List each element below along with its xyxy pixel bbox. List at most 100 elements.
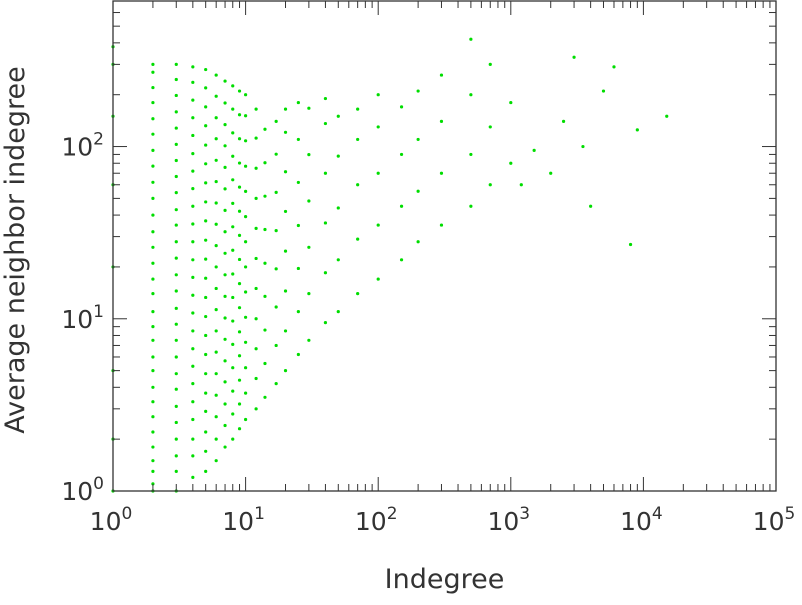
data-point [191,454,195,458]
data-point [336,154,340,158]
data-point [469,152,473,157]
data-point [416,240,420,244]
data-point [532,148,536,152]
data-point [519,183,523,187]
data-point [191,417,195,422]
data-point [151,196,155,200]
data-point [191,240,195,244]
data-point [237,209,242,213]
data-point [307,338,311,342]
data-point [589,204,593,208]
data-point [237,402,242,406]
data-point [399,105,404,109]
data-point [254,347,258,351]
data-point [323,171,328,175]
data-point [237,185,242,189]
data-point [231,342,235,346]
data-point [191,80,195,84]
data-point [231,154,235,158]
plot-frame [112,0,777,492]
data-point [307,292,311,296]
data-point [223,273,227,277]
data-point [231,366,235,370]
axis-ticks [112,0,777,492]
data-point [204,219,208,223]
data-point [296,266,300,271]
data-point [191,275,195,279]
x-tick-label: 103 [487,504,530,536]
data-point [274,229,278,233]
data-point [151,245,155,249]
data-point [204,124,208,128]
data-point [231,437,235,441]
data-point [488,62,492,66]
data-point [223,445,227,449]
data-point [509,161,513,165]
data-point [151,213,155,217]
data-point [191,152,195,156]
data-point [151,310,155,314]
data-point [191,186,195,191]
data-point [635,128,639,132]
data-point [191,329,195,333]
data-point [151,400,155,404]
data-point [336,258,340,262]
data-point [231,84,235,88]
data-point [274,382,278,386]
data-point [191,65,195,69]
data-point [244,340,248,344]
data-point [223,165,227,169]
data-point [174,372,178,376]
data-point [151,415,155,419]
data-point [244,114,248,118]
data-point [214,265,218,269]
data-point [151,385,155,389]
data-point [254,166,258,170]
data-point [336,206,340,210]
data-point [174,322,178,326]
data-point [231,248,235,252]
data-point [174,289,178,293]
data-point [223,380,227,384]
data-point [223,359,227,363]
data-point [237,89,242,93]
data-point [274,305,278,309]
data-point [244,290,248,294]
data-point [151,325,155,329]
data-point [336,310,340,314]
data-point [439,73,444,77]
data-point [223,251,227,255]
data-point [151,117,155,121]
data-point [204,449,208,453]
data-point [223,79,227,83]
data-point [204,314,208,319]
data-point [263,127,267,131]
data-point [244,417,248,422]
data-point [214,372,218,376]
data-point [223,144,227,148]
data-point [214,179,218,184]
data-point [488,125,492,129]
x-tick-label: 102 [355,504,398,536]
data-point [191,475,195,479]
data-point [214,73,218,77]
data-point [244,315,248,319]
data-point [231,319,235,323]
data-point [151,292,155,296]
data-point [174,273,178,277]
data-point [399,204,404,208]
data-point [214,308,218,312]
data-point [174,338,178,342]
data-point [263,194,267,198]
data-point [307,106,311,110]
data-point [223,208,227,212]
data-point [439,171,444,175]
data-point [214,244,218,248]
data-point [399,152,404,157]
data-point [356,183,360,187]
data-point [151,261,155,265]
data-point [151,132,155,136]
data-point [174,256,178,260]
data-point [191,382,195,386]
data-point [296,352,300,357]
